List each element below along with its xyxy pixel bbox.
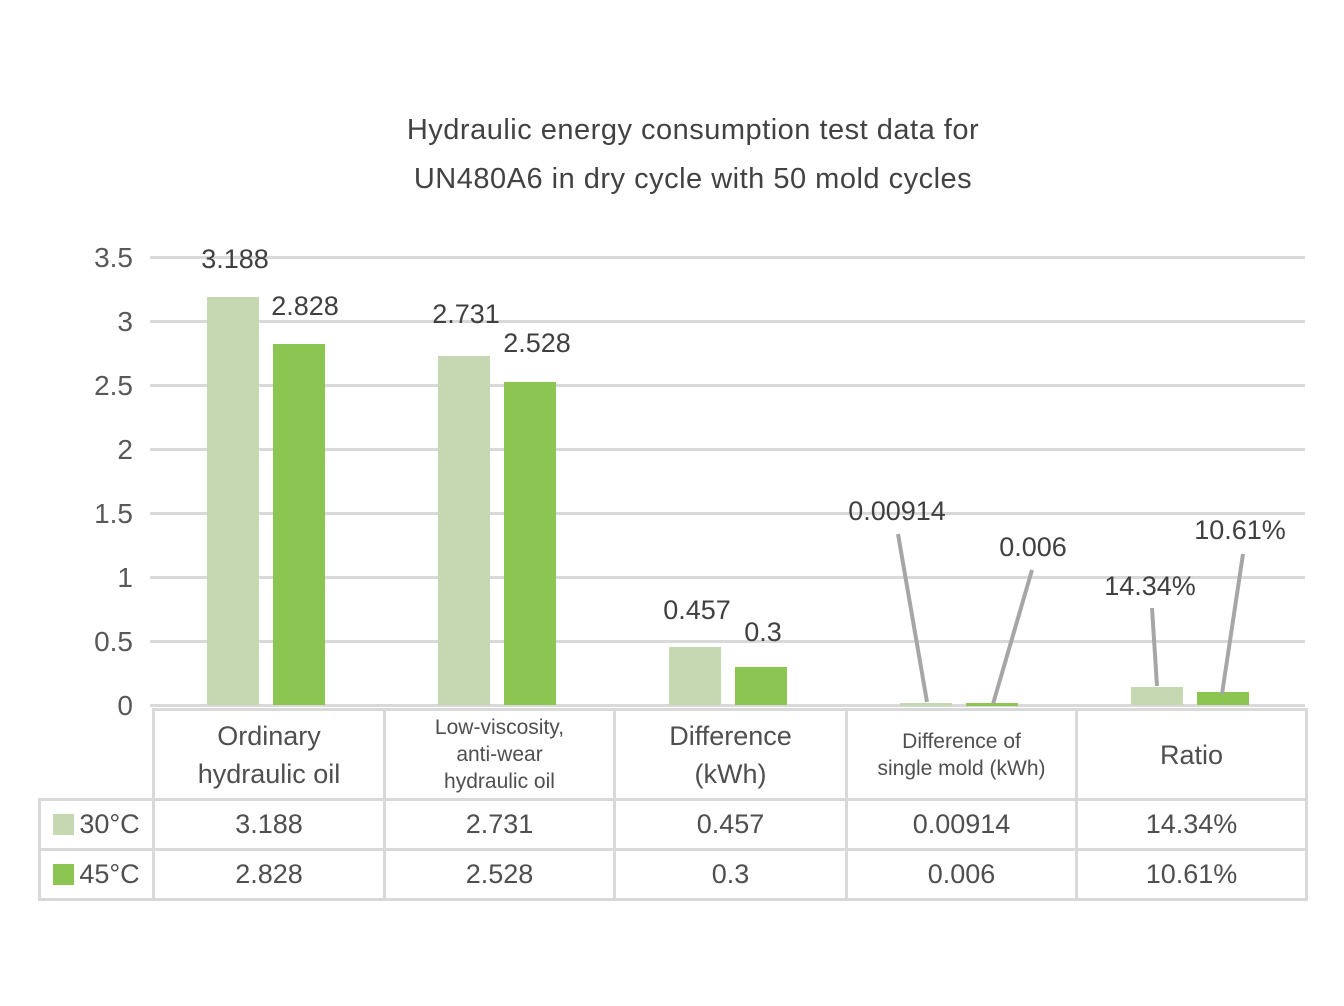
data-label-leader-line — [1220, 553, 1245, 695]
table-cell-45c-difference-single-mold: 0.006 — [845, 848, 1078, 901]
legend-cell-30c: 30°C — [38, 798, 155, 851]
bar-30c-ratio — [1130, 687, 1183, 706]
data-label-45c-difference: 0.3 — [744, 617, 782, 647]
y-axis-tick-label: 1.5 — [94, 497, 133, 529]
data-label-leader-line — [991, 569, 1034, 705]
table-header-line: Ordinary — [217, 720, 321, 751]
gridline — [150, 448, 1305, 451]
table-cell-45c-ratio: 10.61% — [1075, 848, 1308, 901]
table-cell-45c-difference: 0.3 — [613, 848, 848, 901]
data-label-leader-line — [1150, 607, 1159, 687]
table-header-difference-single-mold: Difference of single mold (kWh) — [845, 708, 1078, 801]
table-cell-30c-ordinary-oil: 3.188 — [152, 798, 386, 851]
legend-swatch-45c — [53, 864, 75, 885]
table-cell-30c-difference-single-mold: 0.00914 — [845, 798, 1078, 851]
y-axis-tick-label: 3.5 — [94, 241, 133, 273]
y-axis-tick-label: 0.5 — [94, 625, 133, 657]
gridline — [150, 640, 1305, 643]
bar-30c-low-viscosity-oil — [437, 355, 490, 706]
bar-30c-difference — [668, 647, 721, 706]
data-label-30c-difference: 0.457 — [663, 595, 731, 625]
table-cell-45c-low-viscosity-oil: 2.528 — [383, 848, 616, 901]
y-axis-tick-label: 2.5 — [94, 369, 133, 401]
table-header-line: Low-viscosity, — [434, 716, 565, 739]
data-label-45c-difference-single-mold: 0.006 — [999, 532, 1067, 562]
data-label-30c-ratio: 14.34% — [1104, 571, 1196, 601]
bar-45c-ratio — [1196, 691, 1249, 706]
table-row: 30°C 3.188 2.731 0.457 0.00914 14.34% — [38, 798, 1308, 851]
data-table: Ordinary hydraulic oil Low-viscosity, anti-… — [38, 708, 1308, 901]
table-cell-30c-low-viscosity-oil: 2.731 — [383, 798, 616, 851]
gridline — [150, 384, 1305, 387]
table-cell-30c-difference: 0.457 — [613, 798, 848, 851]
table-header-ordinary-oil: Ordinary hydraulic oil — [152, 708, 386, 801]
table-header-line: (kWh) — [694, 758, 767, 789]
bar-45c-ordinary-oil — [272, 343, 325, 706]
bar-30c-ordinary-oil — [206, 297, 259, 706]
table-header-line: anti-wear — [456, 743, 543, 766]
table-header-difference: Difference (kWh) — [613, 708, 848, 801]
y-axis-tick-label: 0 — [117, 689, 133, 721]
gridline — [150, 704, 1305, 707]
legend-label-30c: 30°C — [79, 809, 140, 839]
data-label-45c-ratio: 10.61% — [1194, 515, 1286, 545]
bar-45c-difference — [734, 667, 787, 706]
bar-45c-low-viscosity-oil — [503, 381, 556, 706]
chart-title-line-2: UN480A6 in dry cycle with 50 mold cycles — [413, 163, 973, 195]
table-header-line: hydraulic oil — [444, 770, 555, 793]
table-header-ratio: Ratio — [1075, 708, 1308, 801]
table-header-line: hydraulic oil — [197, 758, 341, 789]
data-label-30c-ordinary-oil: 3.188 — [201, 244, 269, 274]
chart-title: Hydraulic energy consumption test data f… — [43, 106, 1343, 204]
table-header-line: single mold (kWh) — [877, 756, 1046, 780]
legend-label-45c: 45°C — [79, 859, 140, 889]
bar-30c-difference-single-mold — [899, 702, 952, 706]
legend-cell-45c: 45°C — [38, 848, 155, 901]
gridline — [150, 320, 1305, 323]
data-label-45c-low-viscosity-oil: 2.528 — [503, 328, 571, 358]
y-axis-tick-label: 3 — [117, 305, 133, 337]
table-header-line: Difference — [669, 720, 792, 751]
table-row: 45°C 2.828 2.528 0.3 0.006 10.61% — [38, 848, 1308, 901]
data-label-30c-low-viscosity-oil: 2.731 — [432, 299, 500, 329]
gridline — [150, 512, 1305, 515]
gridline — [150, 576, 1305, 579]
legend-swatch-30c — [53, 814, 75, 835]
bar-45c-difference-single-mold — [965, 702, 1018, 706]
table-cell-30c-ratio: 14.34% — [1075, 798, 1308, 851]
gridline — [150, 256, 1305, 259]
data-label-30c-difference-single-mold: 0.00914 — [848, 496, 946, 526]
data-label-leader-line — [896, 533, 929, 703]
table-header-line: Ratio — [1159, 739, 1224, 770]
y-axis-tick-label: 1 — [117, 561, 133, 593]
table-header-low-viscosity-oil: Low-viscosity, anti-wear hydraulic oil — [383, 708, 616, 801]
table-corner-cell — [40, 710, 154, 800]
y-axis-tick-label: 2 — [117, 433, 133, 465]
table-header-line: Difference of — [902, 729, 1021, 753]
data-label-45c-ordinary-oil: 2.828 — [271, 291, 339, 321]
chart-title-line-1: Hydraulic energy consumption test data f… — [406, 114, 980, 146]
table-cell-45c-ordinary-oil: 2.828 — [152, 848, 386, 901]
